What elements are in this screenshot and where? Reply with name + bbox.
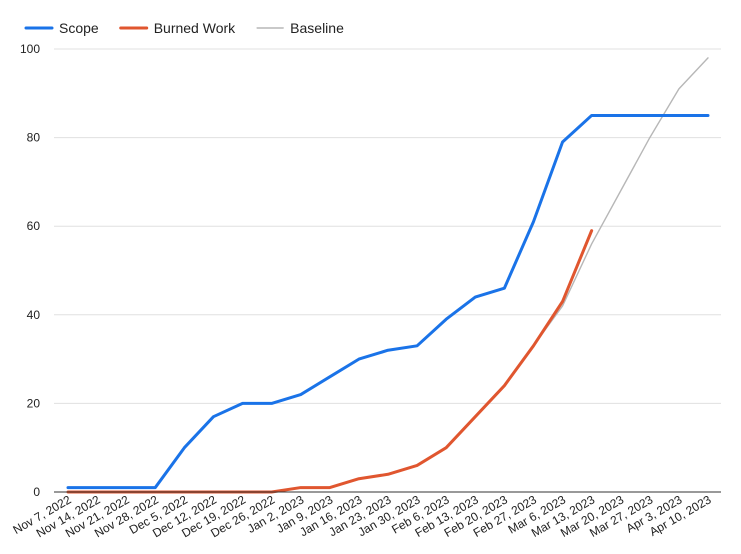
y-tick-label-100: 100: [20, 42, 40, 56]
y-tick-label-40: 40: [27, 308, 41, 322]
y-tick-label-60: 60: [27, 219, 41, 233]
y-axis-ticks: 0 20 40 60 80 100: [20, 42, 40, 499]
y-tick-label-80: 80: [27, 131, 41, 145]
series-line-baseline: [67, 57, 709, 493]
y-tick-label-20: 20: [27, 396, 41, 410]
legend-label-baseline: Baseline: [290, 20, 344, 36]
gridlines: [54, 48, 721, 404]
series-line-scope: [66, 113, 710, 490]
legend: Scope Burned Work Baseline: [24, 20, 344, 36]
series-layer: [66, 57, 710, 494]
y-tick-label-0: 0: [33, 485, 40, 499]
legend-label-burned-work: Burned Work: [154, 20, 236, 36]
legend-label-scope: Scope: [59, 20, 99, 36]
